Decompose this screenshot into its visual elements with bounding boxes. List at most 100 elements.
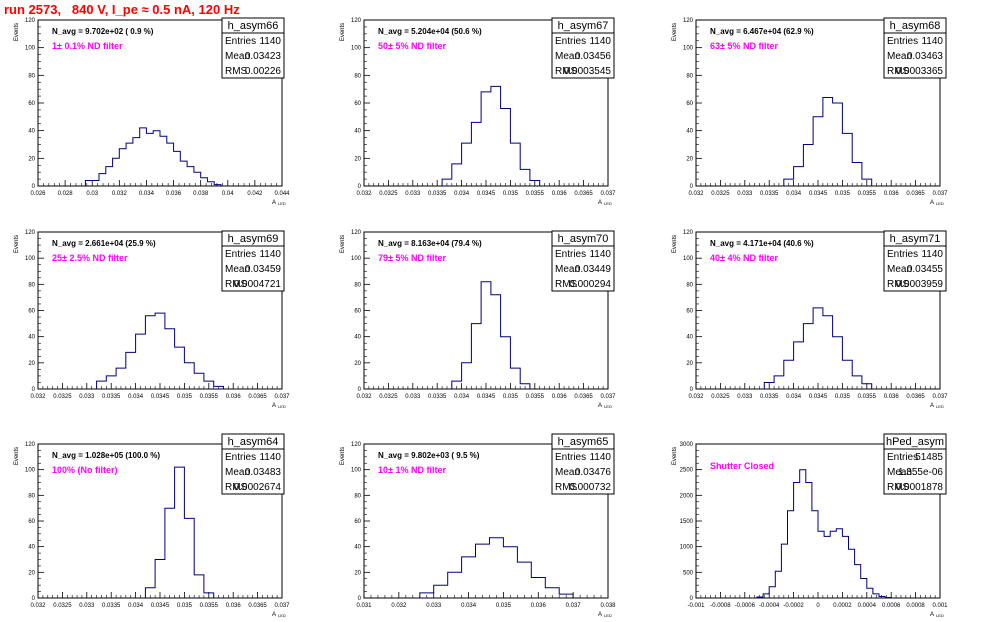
x-tick-label: 0.033: [426, 603, 442, 609]
x-tick-label: 0.032: [356, 394, 372, 400]
y-tick-label: 0: [32, 387, 36, 393]
x-axis-title: A: [598, 403, 602, 409]
filter-note: 40± 4% ND filter: [710, 253, 778, 263]
y-tick-label: 40: [354, 129, 361, 135]
x-axis-title: A: [598, 612, 602, 618]
x-tick-label: 0.0325: [711, 394, 730, 400]
x-tick-label: 0.026: [30, 191, 46, 197]
y-tick-label: 20: [28, 361, 35, 367]
y-tick-label: 20: [686, 156, 693, 162]
x-tick-label: 0.044: [274, 191, 290, 197]
stats-title: h_asym70: [558, 233, 609, 245]
x-tick-label: 0.035: [177, 394, 193, 400]
y-tick-label: 60: [354, 101, 361, 107]
stats-title: h_asym64: [228, 436, 279, 448]
y-tick-label: 120: [351, 230, 362, 236]
y-tick-label: 0: [690, 184, 694, 190]
histogram-series: [96, 312, 224, 389]
y-tick-label: 120: [25, 18, 36, 24]
y-axis-title: Events: [340, 235, 346, 253]
x-tick-label: 0.038: [600, 603, 616, 609]
x-axis-title-subscript: LED: [604, 404, 612, 409]
y-tick-label: 100: [25, 468, 36, 474]
stats-box: [221, 230, 285, 292]
y-tick-label: 120: [351, 18, 362, 24]
x-tick-label: 0.033: [737, 191, 753, 197]
x-tick-label: 0.033: [79, 394, 95, 400]
y-tick-label: 500: [683, 570, 694, 576]
stats-value: 1140: [921, 249, 943, 260]
stats-value: 0.0001878: [896, 482, 944, 493]
x-tick-label: 0.037: [274, 603, 290, 609]
stats-label: Entries: [555, 249, 586, 260]
stats-label: Mean: [225, 51, 250, 62]
histogram-panel-h_asym70: 0.032 0.0325 0.033 0.0335 0.034 0.0345 0.035 0.…: [340, 230, 616, 409]
x-tick-label: 0.032: [688, 394, 704, 400]
x-tick-label: 0.032: [391, 603, 407, 609]
y-tick-label: 1000: [680, 545, 694, 551]
x-tick-label: 0.036: [552, 394, 568, 400]
y-axis-title: Events: [14, 447, 20, 465]
stats-title: hPed_asym: [886, 436, 944, 448]
x-tick-label: 0.032: [30, 603, 46, 609]
stats-value: 0.0002674: [234, 482, 282, 493]
stats-label: Entries: [887, 36, 918, 47]
stats-label: Mean: [887, 51, 912, 62]
stats-label: RMS: [887, 279, 910, 290]
y-tick-label: 0: [358, 596, 362, 602]
x-tick-label: 0.035: [496, 603, 512, 609]
stats-title: h_asym66: [228, 20, 279, 32]
stats-label: Entries: [887, 452, 918, 463]
stats-title: h_asym67: [558, 20, 609, 32]
x-tick-label: 0.0335: [760, 394, 779, 400]
histogram-panel-h_asym66: 0.026 0.028 0.03 0.032 0.034 0.036 0.038 0.04 0.…: [14, 17, 290, 206]
histogram-panel-h_asym69: 0.032 0.0325 0.033 0.0335 0.034 0.0345 0.035 0.…: [14, 230, 290, 409]
x-tick-label: 0.033: [405, 394, 421, 400]
x-tick-label: 0.036: [226, 394, 242, 400]
stats-value: 0.03455: [907, 264, 944, 275]
x-tick-label: 0.035: [835, 191, 851, 197]
y-tick-label: 0: [690, 387, 694, 393]
y-tick-label: 60: [28, 519, 35, 525]
y-tick-label: 80: [354, 493, 361, 499]
x-tick-label: 0.034: [454, 394, 470, 400]
stats-value: 0.00226: [245, 66, 282, 77]
stats-value: 1.355e-06: [898, 467, 943, 478]
x-tick-label: 0.037: [600, 394, 616, 400]
x-tick-label: 0.034: [139, 191, 155, 197]
stats-label: Entries: [225, 36, 256, 47]
y-tick-label: 100: [351, 468, 362, 474]
y-tick-label: 20: [354, 570, 361, 576]
x-tick-label: 0.031: [356, 603, 372, 609]
x-tick-label: -0.0008: [710, 603, 731, 609]
y-tick-label: 100: [683, 256, 694, 262]
x-tick-label: 0.035: [503, 394, 519, 400]
filter-note: 79± 5% ND filter: [378, 253, 446, 263]
x-tick-label: 0.0325: [711, 191, 730, 197]
stats-value: 0.0004721: [234, 279, 282, 290]
stats-label: RMS: [225, 66, 248, 77]
x-tick-label: 0.03: [86, 191, 98, 197]
x-tick-label: 0.0325: [53, 603, 72, 609]
stats-box: [221, 433, 285, 495]
stats-label: RMS: [225, 279, 248, 290]
y-tick-label: 100: [351, 46, 362, 52]
x-tick-label: 0.0345: [477, 191, 496, 197]
y-axis-title: Events: [672, 23, 678, 41]
y-tick-label: 60: [354, 309, 361, 315]
y-tick-label: 100: [25, 46, 36, 52]
stats-value: 0.0003959: [896, 279, 944, 290]
stats-value: 1140: [589, 452, 611, 463]
histogram-panel-h_asym65: 0.031 0.032 0.033 0.034 0.035 0.036 0.037 0.038…: [340, 433, 616, 618]
x-tick-label: 0.037: [600, 191, 616, 197]
stats-value: 0.03423: [245, 51, 282, 62]
y-tick-label: 40: [28, 129, 35, 135]
x-tick-label: 0: [816, 603, 820, 609]
histogram-series: [756, 469, 892, 598]
stats-label: Entries: [225, 452, 256, 463]
y-tick-label: 60: [354, 519, 361, 525]
stats-value: 0.03476: [575, 467, 612, 478]
y-tick-label: 20: [354, 361, 361, 367]
x-tick-label: 0.0335: [102, 394, 121, 400]
